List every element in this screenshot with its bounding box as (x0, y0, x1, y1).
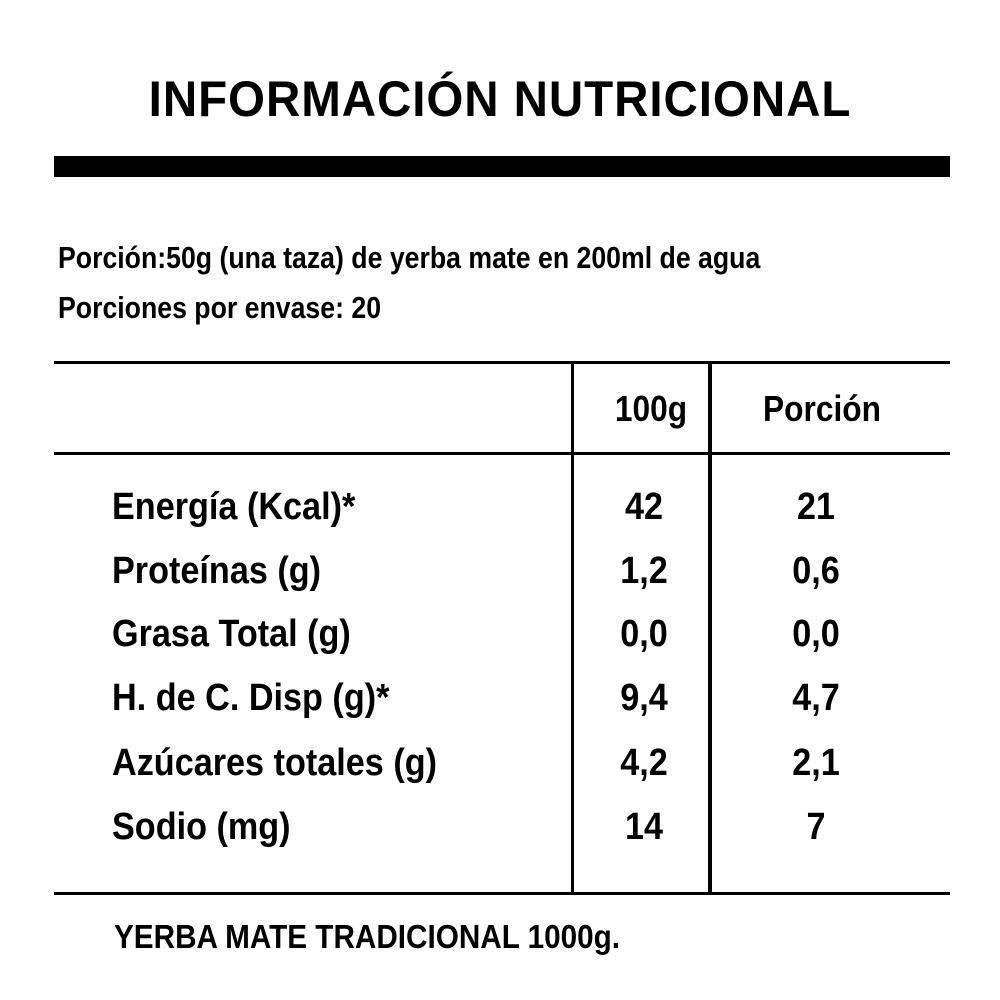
row-label: Proteínas (g) (112, 550, 322, 592)
value-per-100g: 1,2 (620, 550, 668, 592)
row-label: Sodio (mg) (112, 806, 291, 848)
row-label: Azúcares totales (g) (112, 742, 437, 784)
table-top-border (54, 361, 950, 364)
label-title: INFORMACIÓN NUTRICIONAL (148, 71, 852, 127)
value-per-100g: 9,4 (620, 677, 668, 719)
value-per-100g: 0,0 (620, 613, 668, 655)
value-per-100g: 4,2 (620, 742, 668, 784)
serving-size: Porción:50g (una taza) de yerba mate en … (58, 240, 761, 275)
row-label: H. de C. Disp (g)* (112, 677, 390, 719)
product-name: YERBA MATE TRADICIONAL 1000g. (114, 918, 621, 955)
table-header-border (54, 452, 950, 455)
header-per-100g: 100g (614, 388, 688, 429)
value-per-100g: 14 (624, 806, 664, 848)
value-per-100g: 42 (624, 486, 664, 528)
table-bottom-border (54, 892, 950, 895)
value-per-portion: 2,1 (792, 742, 840, 784)
value-per-portion: 21 (796, 486, 836, 528)
row-label: Energía (Kcal)* (112, 486, 356, 528)
column-divider-2 (708, 361, 712, 895)
value-per-portion: 0,6 (792, 550, 840, 592)
row-label: Grasa Total (g) (112, 613, 351, 655)
value-per-portion: 0,0 (792, 613, 840, 655)
servings-per-container: Porciones por envase: 20 (58, 290, 382, 325)
header-per-portion: Porción (763, 388, 881, 429)
title-divider (54, 156, 950, 177)
column-divider-1 (571, 361, 574, 895)
value-per-portion: 7 (806, 806, 826, 848)
value-per-portion: 4,7 (792, 677, 840, 719)
